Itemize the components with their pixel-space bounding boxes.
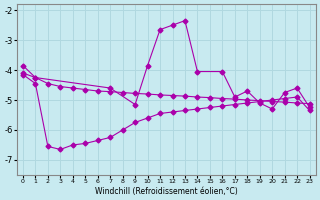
X-axis label: Windchill (Refroidissement éolien,°C): Windchill (Refroidissement éolien,°C) bbox=[95, 187, 238, 196]
